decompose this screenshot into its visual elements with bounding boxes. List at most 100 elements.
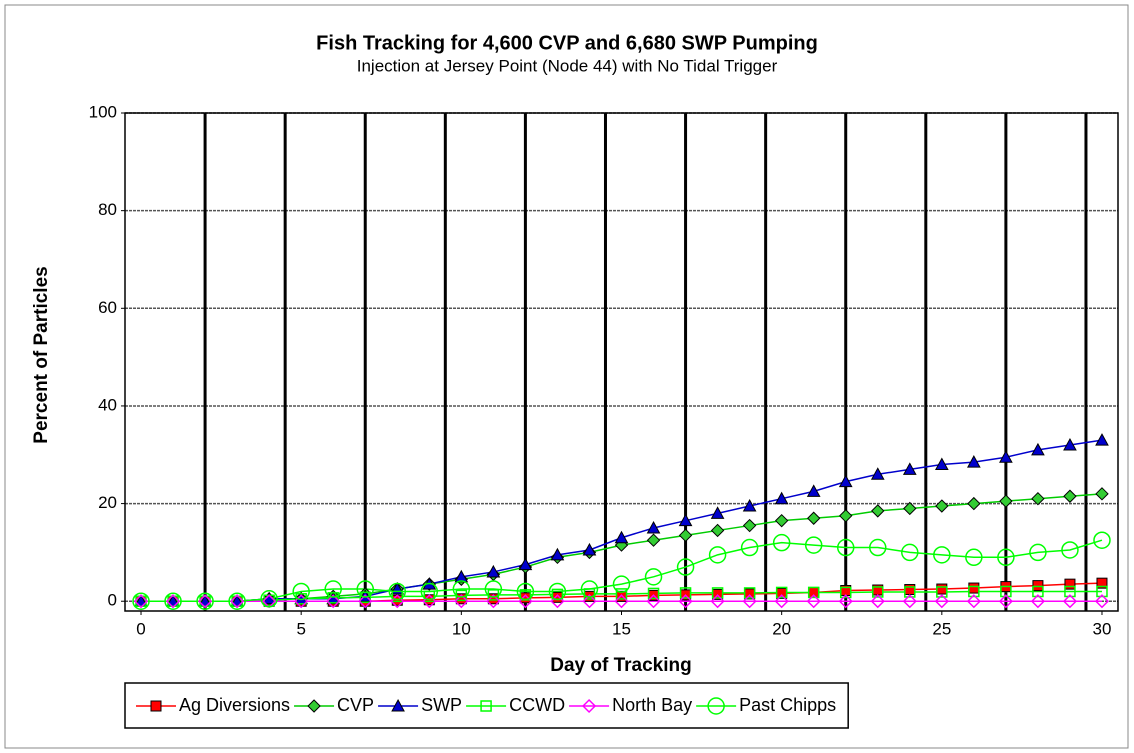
marker [518, 557, 533, 571]
marker [644, 568, 663, 586]
plot-area [125, 113, 1118, 611]
marker [772, 533, 791, 552]
legend-label: SWP [421, 695, 462, 715]
marker [359, 591, 371, 604]
marker [966, 594, 981, 609]
marker [678, 528, 693, 543]
marker [710, 594, 725, 609]
marker [708, 546, 727, 564]
marker [934, 457, 949, 471]
marker [710, 523, 725, 538]
marker [839, 586, 852, 599]
legend-label: North Bay [612, 695, 692, 715]
legend-label: Past Chipps [739, 695, 836, 715]
marker [326, 594, 341, 609]
marker [902, 594, 917, 609]
marker [327, 592, 339, 604]
x-tick-label: 25 [932, 619, 951, 638]
marker [902, 462, 917, 475]
marker [356, 580, 374, 598]
marker [869, 538, 887, 557]
marker [196, 592, 214, 610]
marker [742, 594, 757, 609]
marker [999, 494, 1013, 508]
marker [1094, 594, 1110, 609]
marker [615, 588, 628, 600]
marker [1031, 442, 1045, 456]
marker [870, 594, 885, 609]
marker [1063, 489, 1077, 503]
y-tick-label: 80 [98, 200, 117, 219]
marker [774, 513, 789, 528]
marker [838, 474, 853, 488]
marker [775, 586, 788, 599]
marker [997, 548, 1015, 567]
marker [452, 580, 471, 598]
marker [230, 594, 245, 609]
marker [516, 582, 535, 601]
marker [903, 501, 917, 516]
x-tick-label: 10 [452, 619, 471, 638]
marker [292, 582, 310, 601]
marker [1063, 437, 1077, 451]
marker [551, 591, 563, 603]
marker [743, 587, 756, 599]
marker [150, 700, 162, 712]
marker [1096, 577, 1108, 589]
marker [838, 594, 853, 609]
marker [678, 513, 693, 527]
marker [612, 575, 631, 593]
y-tick-label: 60 [98, 298, 117, 317]
marker [165, 594, 181, 609]
marker [358, 594, 373, 609]
marker [388, 582, 407, 601]
marker [711, 587, 724, 599]
marker [454, 569, 469, 583]
marker [968, 585, 980, 598]
marker [646, 533, 661, 547]
marker [999, 450, 1013, 463]
marker [582, 542, 597, 556]
marker [646, 594, 661, 609]
series-line [141, 539, 1103, 602]
marker [710, 506, 725, 519]
marker [228, 592, 246, 610]
y-tick-label: 40 [98, 395, 117, 414]
x-tick-label: 0 [136, 619, 145, 638]
marker [614, 594, 629, 609]
marker [133, 594, 149, 609]
marker [678, 594, 693, 609]
y-tick-label: 0 [108, 591, 117, 610]
x-axis-label: Day of Tracking [550, 655, 692, 676]
marker [391, 698, 405, 712]
marker [1000, 585, 1012, 598]
marker [806, 511, 821, 525]
marker [550, 547, 565, 561]
marker [1095, 433, 1109, 446]
marker [967, 455, 981, 468]
marker [965, 548, 983, 567]
marker [1032, 585, 1044, 598]
marker [807, 586, 820, 599]
marker [774, 491, 789, 505]
marker [901, 543, 919, 562]
y-tick-label: 100 [89, 102, 117, 121]
legend-label: CCWD [509, 695, 565, 715]
marker [904, 584, 916, 596]
marker [646, 520, 661, 534]
marker [836, 538, 855, 557]
marker [806, 484, 821, 497]
chart-title: Fish Tracking for 4,600 CVP and 6,680 SW… [316, 32, 818, 54]
marker [740, 538, 759, 557]
chart-subtitle: Injection at Jersey Point (Node 44) with… [357, 56, 778, 75]
marker [872, 586, 884, 598]
marker [936, 586, 948, 598]
marker [1064, 585, 1076, 598]
marker [580, 580, 599, 598]
marker [647, 587, 660, 600]
marker [260, 590, 278, 608]
marker [480, 700, 492, 712]
marker [936, 583, 948, 595]
